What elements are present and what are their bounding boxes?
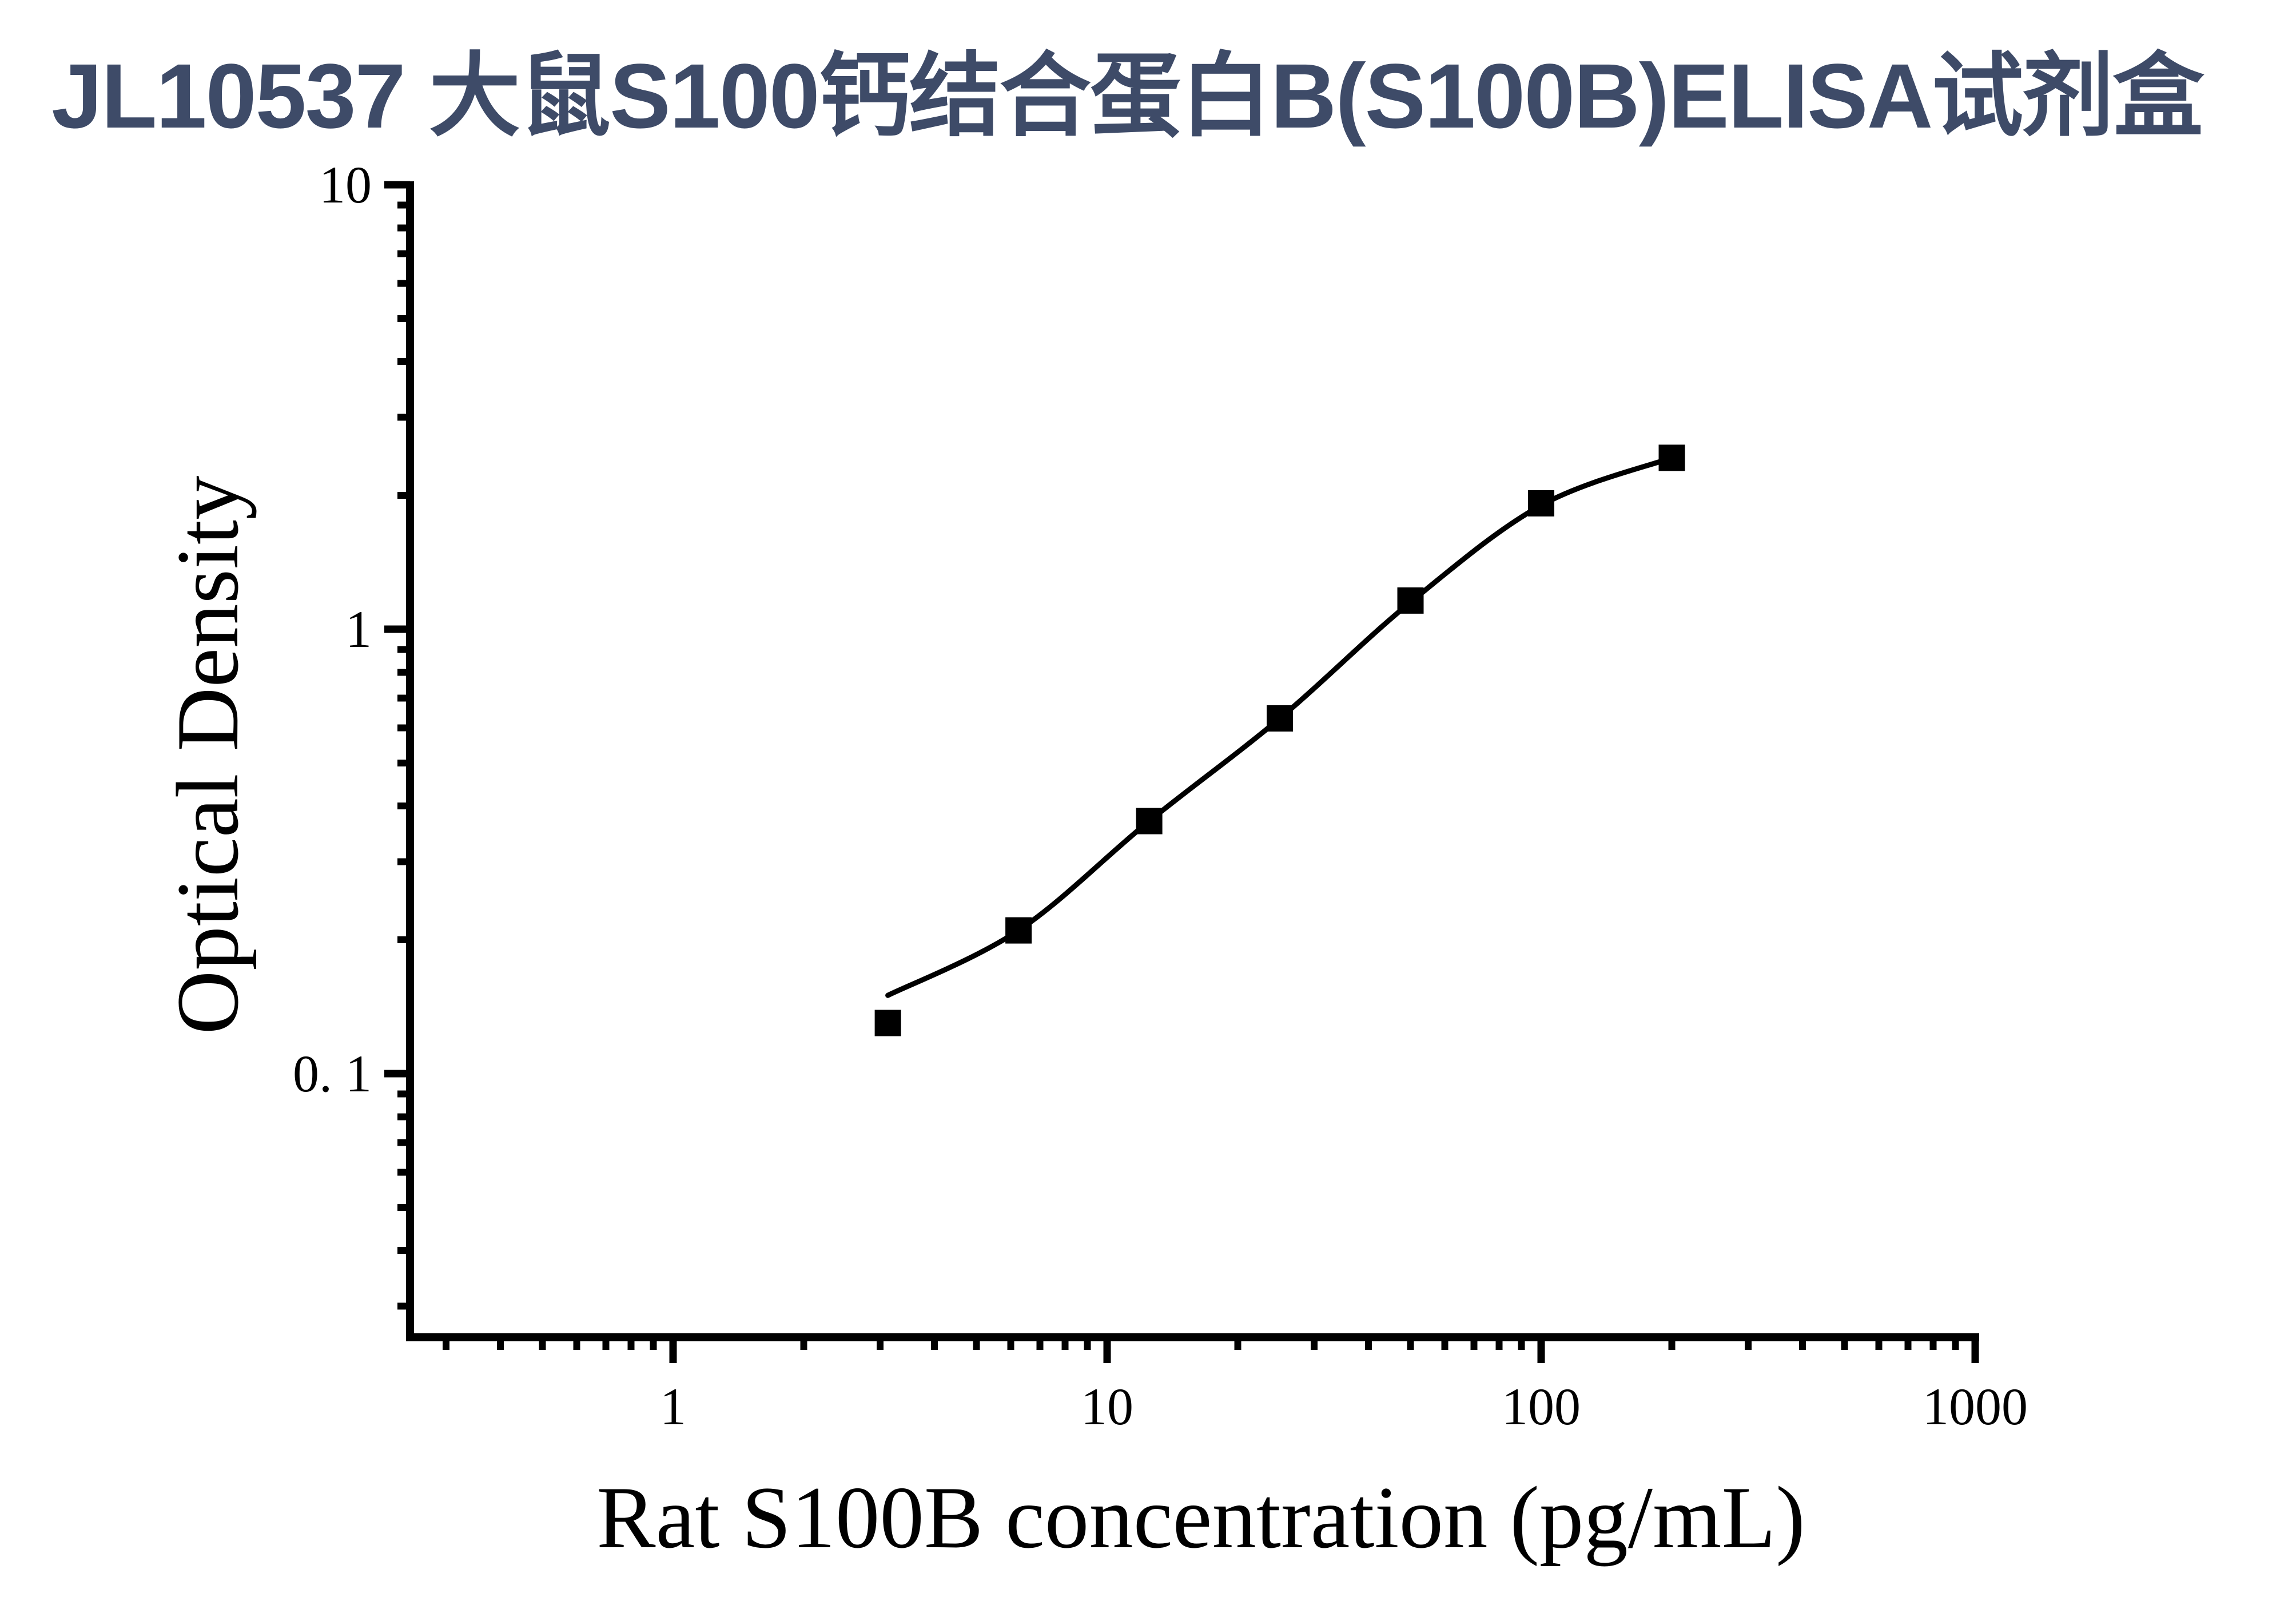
data-point-marker bbox=[1528, 490, 1554, 517]
data-point-marker bbox=[1136, 808, 1163, 835]
y-tick-labels: 10 1 0. 1 bbox=[293, 156, 372, 1103]
x-axis-label: Rat S100B concentration (pg/mL) bbox=[596, 1468, 1805, 1567]
y-axis-label: Optical Density bbox=[158, 475, 257, 1034]
data-point-marker bbox=[1658, 444, 1685, 471]
x-tick-label-100: 100 bbox=[1502, 1377, 1581, 1436]
page-title: JL10537 大鼠S100钙结合蛋白B(S100B)ELISA试剂盒 bbox=[51, 45, 2204, 147]
y-tick-label-0p1: 0. 1 bbox=[293, 1044, 372, 1103]
x-tick-label-10: 10 bbox=[1081, 1377, 1133, 1436]
minor-ticks bbox=[397, 201, 1959, 1350]
x-tick-label-1000: 1000 bbox=[1923, 1377, 2028, 1436]
data-point-marker bbox=[874, 1010, 901, 1036]
major-ticks bbox=[384, 181, 1979, 1363]
data-point-marker bbox=[1267, 705, 1293, 732]
y-tick-label-10: 10 bbox=[319, 156, 372, 214]
plot-content bbox=[874, 444, 1685, 1036]
x-tick-label-1: 1 bbox=[660, 1377, 686, 1436]
axes bbox=[406, 181, 1979, 1341]
data-point-marker bbox=[1005, 917, 1032, 944]
y-tick-label-1: 1 bbox=[345, 600, 372, 658]
x-tick-labels: 1 10 100 1000 bbox=[660, 1377, 2028, 1436]
data-point-marker bbox=[1397, 587, 1424, 614]
